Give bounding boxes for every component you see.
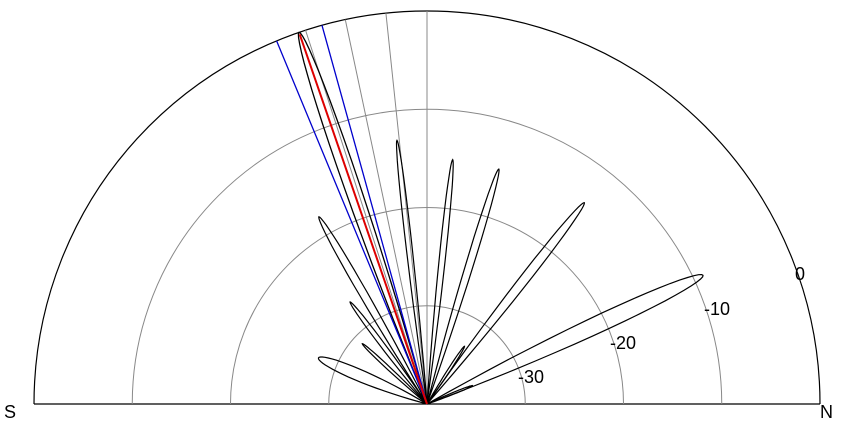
beam-edge-line: [276, 40, 428, 405]
side-lobe: [426, 345, 466, 405]
side-lobe: [426, 273, 704, 405]
labels: S N 0 -10 -20 -30: [4, 264, 833, 422]
side-lobe: [426, 201, 585, 405]
radial-tick-label: 0: [795, 264, 805, 284]
side-lobe: [318, 215, 428, 405]
main-beam-lobe: [297, 31, 428, 405]
side-lobe: [426, 384, 474, 405]
beam-edge-line: [321, 25, 428, 405]
beam-lines: [276, 25, 428, 405]
grid: [33, 10, 821, 405]
direction-label-south: S: [4, 402, 16, 422]
pattern-lobes: [297, 31, 704, 405]
angular-grid-line: [344, 19, 428, 405]
direction-label-north: N: [820, 402, 833, 422]
side-lobe: [426, 158, 454, 405]
angular-grid-line: [305, 30, 428, 405]
radial-tick-label: -30: [518, 367, 544, 387]
main-beam-center-line: [298, 33, 428, 405]
side-lobe: [349, 301, 428, 405]
radial-tick-label: -10: [704, 299, 730, 319]
side-lobe: [395, 139, 428, 405]
angular-grid-line: [385, 13, 428, 405]
side-lobe: [317, 356, 428, 405]
radial-tick-label: -20: [610, 333, 636, 353]
side-lobe: [426, 168, 500, 405]
side-lobe: [361, 343, 428, 405]
